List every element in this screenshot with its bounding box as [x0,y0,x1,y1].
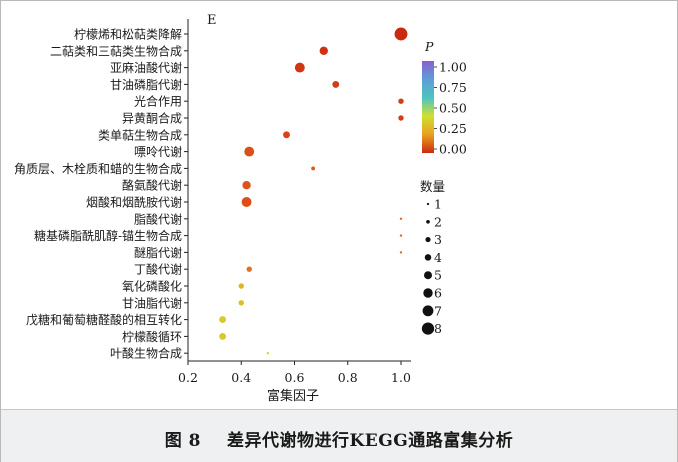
y-tick-label: 戊糖和葡萄糖醛酸的相互转化 [26,312,182,327]
caption-text: 差异代谢物进行KEGG通路富集分析 [226,431,514,451]
size-legend-dot [426,219,430,224]
data-point [242,181,251,190]
data-point [266,352,270,355]
x-tick-label: 0.8 [338,370,358,385]
x-tick-label: 0.4 [231,370,251,385]
data-point [398,98,404,104]
kegg-bubble-chart: E 0.2 0.4 0.6 0.8 1.0 富集因子 柠檬烯和松萜类降解二萜类和三萜类生物合… [14,13,467,404]
x-tick-label: 0.2 [178,370,198,385]
size-legend-dot [424,271,432,280]
y-tick-label: 叶酸生物合成 [110,346,182,361]
color-legend-title: P [424,39,434,54]
data-point [283,131,290,139]
data-point [311,166,316,171]
color-legend-label: 0.25 [439,121,467,136]
data-point [332,80,340,88]
size-legend-label: 1 [434,197,442,212]
size-legend-label: 2 [434,214,442,229]
y-tick-label: 甘油脂代谢 [122,295,182,310]
color-legend-label: 0.50 [439,101,467,116]
size-legend-title: 数量 [420,179,445,194]
data-point [244,146,255,157]
size-legend-label: 5 [434,268,442,283]
size-legend-dot [422,305,434,317]
y-tick-label: 氧化磷酸化 [122,279,182,294]
data-point [398,115,404,121]
data-point [241,197,252,207]
y-tick-label: 甘油磷脂代谢 [110,77,182,92]
data-point [399,217,403,220]
size-legend-dot [423,288,433,298]
data-point [399,251,403,254]
y-tick-label: 酪氨酸代谢 [122,178,182,193]
data-point [238,300,244,306]
data-point [394,27,408,41]
size-legend-label: 8 [434,321,442,336]
y-tick-label: 光合作用 [134,94,182,109]
data-point [294,62,305,73]
y-tick-label: 烟酸和烟酰胺代谢 [86,195,182,210]
data-point [319,46,328,55]
y-tick-label: 醚脂代谢 [134,245,182,260]
size-legend-dot [421,322,435,335]
color-legend-label: 0.75 [439,80,467,95]
data-point [238,283,244,289]
y-tick-label: 嘌呤代谢 [134,144,182,159]
y-tick-label: 柠檬酸循环 [122,329,182,344]
y-tick-label: 柠檬烯和松萜类降解 [74,27,182,42]
data-point [219,316,227,324]
y-tick-label: 脂酸代谢 [134,211,182,226]
y-tick-label: 亚麻油酸代谢 [110,60,182,75]
y-tick-label: 类单萜生物合成 [98,127,182,142]
figure-caption: 图 8 差异代谢物进行KEGG通路富集分析 [1,409,677,462]
data-point [399,234,403,237]
size-legend-label: 4 [434,250,442,265]
y-tick-label: 二萜类和三萜类生物合成 [50,43,182,58]
y-tick-label: 异黄酮合成 [122,111,182,126]
panel-label: E [207,13,217,28]
data-point [219,332,227,340]
color-legend-label: 0.00 [439,142,467,157]
size-legend-label: 3 [434,232,442,247]
y-tick-label: 糖基磷脂酰肌醇-锚生物合成 [34,228,182,243]
y-tick-label: 丁酸代谢 [134,262,182,277]
color-legend-label: 1.00 [439,60,467,75]
x-axis-label: 富集因子 [267,388,319,404]
size-legend-dot [425,237,431,243]
data-point [246,266,252,272]
x-tick-label: 1.0 [391,370,411,385]
caption-number: 图 8 [164,431,201,451]
size-legend-dot [426,202,430,206]
size-legend-dot [424,254,432,261]
size-legend-label: 6 [434,286,442,301]
color-legend-bar [422,61,434,153]
size-legend-label: 7 [434,303,442,318]
y-tick-label: 角质层、木栓质和蜡的生物合成 [14,161,182,176]
x-tick-label: 0.6 [285,370,305,385]
